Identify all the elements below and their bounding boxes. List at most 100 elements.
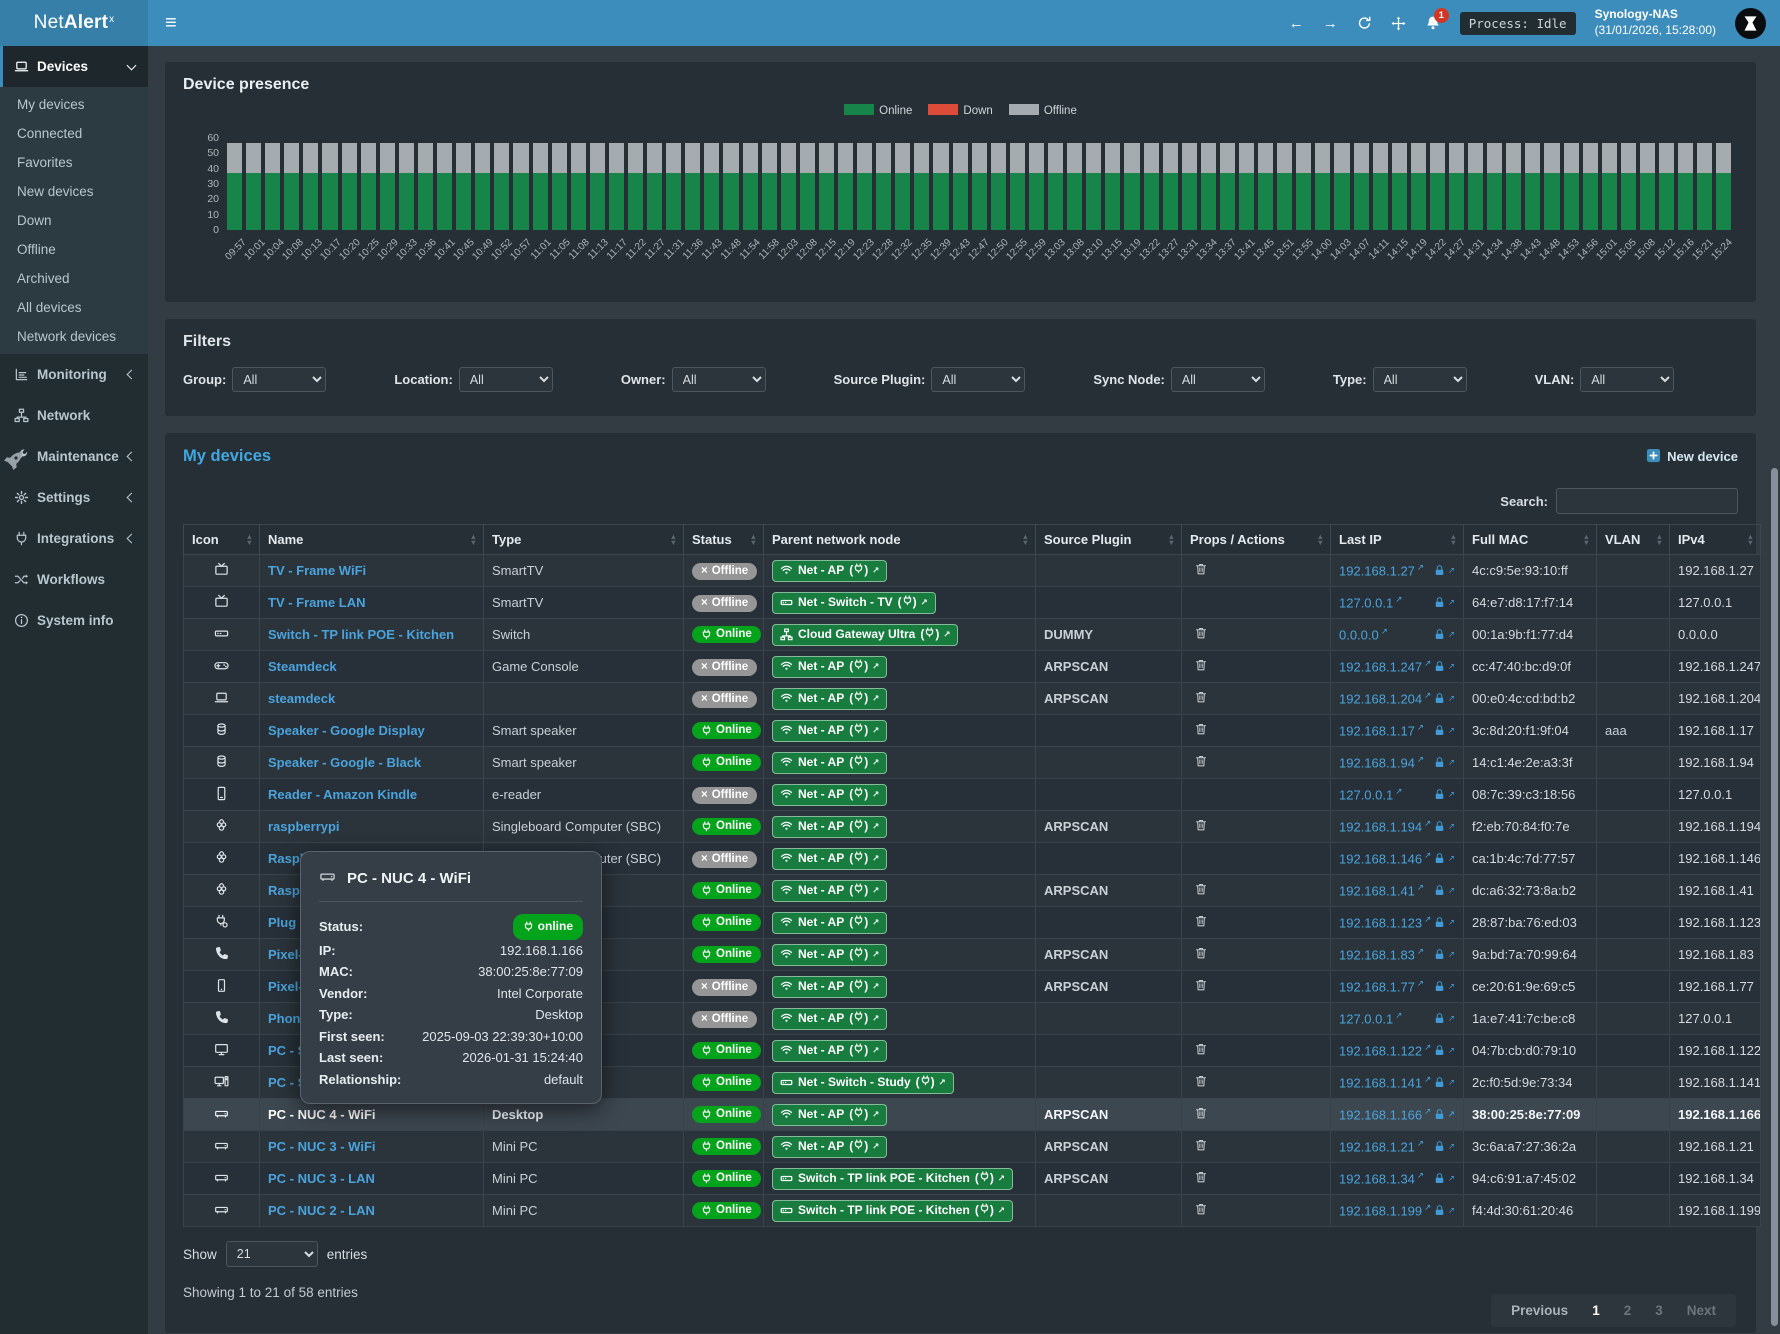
refresh-icon[interactable] (1357, 16, 1372, 31)
hamburger-icon[interactable]: ≡ (165, 11, 177, 34)
last-ip-link[interactable]: 192.168.1.94 ↗ (1339, 754, 1425, 771)
presence-bar[interactable] (570, 138, 586, 230)
entries-select[interactable]: 21 (225, 1241, 318, 1267)
last-ip-link[interactable]: 192.168.1.122 ↗ (1339, 1042, 1432, 1059)
lock-icon[interactable]: ↗ (1433, 1108, 1455, 1121)
presence-bar[interactable] (1716, 138, 1732, 230)
sidebar-item-offline[interactable]: Offline (17, 242, 56, 257)
table-row[interactable]: TV - Frame LAN SmartTV × Offline Net - Switc… (183, 586, 1761, 619)
last-ip-link[interactable]: 0.0.0.0 ↗ (1339, 626, 1388, 643)
presence-bar[interactable] (1124, 138, 1140, 230)
lock-icon[interactable]: ↗ (1433, 660, 1455, 673)
sidebar-item-down[interactable]: Down (17, 213, 52, 228)
lock-icon[interactable]: ↗ (1433, 948, 1455, 961)
presence-bar[interactable] (1258, 138, 1274, 230)
presence-bar[interactable] (322, 138, 338, 230)
presence-bar[interactable] (1697, 138, 1713, 230)
presence-bar[interactable] (723, 138, 739, 230)
table-row[interactable]: Steamdeck Game Console × Offline Net - AP() ↗… (183, 650, 1761, 683)
sidebar-item-network-devices[interactable]: Network devices (17, 329, 117, 344)
table-row[interactable]: steamdeck × Offline Net - AP() ↗ ARPSCAN 192.1… (183, 682, 1761, 715)
presence-bar[interactable] (857, 138, 873, 230)
presence-bar[interactable] (1601, 138, 1617, 230)
device-name-link[interactable]: PC - NUC 2 - LAN (268, 1203, 375, 1218)
device-name-link[interactable]: steamdeck (268, 691, 336, 706)
presence-bar[interactable] (1372, 138, 1388, 230)
lock-icon[interactable]: ↗ (1433, 724, 1455, 737)
presence-bar[interactable] (246, 138, 262, 230)
device-name-link[interactable]: Reader - Amazon Kindle (268, 787, 418, 802)
presence-bar[interactable] (876, 138, 892, 230)
presence-bar[interactable] (799, 138, 815, 230)
search-input[interactable] (1556, 488, 1738, 514)
filter-vlan-select[interactable]: All (1580, 367, 1675, 392)
presence-bar[interactable] (360, 138, 376, 230)
sidebar-item-all-devices[interactable]: All devices (17, 300, 82, 315)
presence-bar[interactable] (1296, 138, 1312, 230)
presence-bar[interactable] (704, 138, 720, 230)
presence-bar[interactable] (1659, 138, 1675, 230)
presence-bar[interactable] (551, 138, 567, 230)
move-icon[interactable] (1391, 16, 1406, 31)
lock-icon[interactable]: ↗ (1433, 1140, 1455, 1153)
presence-bar[interactable] (1143, 138, 1159, 230)
presence-bar[interactable] (1162, 138, 1178, 230)
presence-bar[interactable] (608, 138, 624, 230)
lock-icon[interactable]: ↗ (1433, 1076, 1455, 1089)
presence-bar[interactable] (1563, 138, 1579, 230)
column-header-icon[interactable]: Icon ▲ ▼ (183, 524, 260, 555)
lock-icon[interactable]: ↗ (1433, 1044, 1455, 1057)
sidebar-item-connected[interactable]: Connected (17, 126, 83, 141)
parent-node-badge[interactable]: Switch - TP link POE - Kitchen() ↗ (772, 1199, 1013, 1222)
last-ip-link[interactable]: 192.168.1.247 ↗ (1339, 658, 1432, 675)
filter-sync-node-select[interactable]: All (1170, 367, 1265, 392)
last-ip-link[interactable]: 192.168.1.166 ↗ (1339, 1106, 1432, 1123)
device-name-link[interactable]: PC - NUC 3 - WiFi (268, 1139, 376, 1154)
delete-device-icon[interactable] (1194, 978, 1208, 992)
presence-bar[interactable] (1468, 138, 1484, 230)
lock-icon[interactable]: ↗ (1433, 852, 1455, 865)
column-header-parent-network-node[interactable]: Parent network node ▲ ▼ (763, 524, 1036, 555)
table-row[interactable]: PC - NUC 3 - WiFi Mini PC Online Net - AP()… (183, 1130, 1761, 1163)
presence-bar[interactable] (647, 138, 663, 230)
presence-bar[interactable] (1238, 138, 1255, 230)
presence-bar[interactable] (303, 138, 319, 230)
column-header-props-actions[interactable]: Props / Actions ▲ ▼ (1181, 524, 1331, 555)
presence-bar[interactable] (398, 138, 414, 230)
sidebar-item-archived[interactable]: Archived (17, 271, 70, 286)
presence-bar[interactable] (1105, 138, 1121, 230)
lock-icon[interactable]: ↗ (1433, 692, 1455, 705)
column-header-vlan[interactable]: VLAN ▲ ▼ (1596, 524, 1670, 555)
presence-bar[interactable] (1009, 138, 1025, 230)
delete-device-icon[interactable] (1194, 1074, 1208, 1088)
presence-bar[interactable] (990, 138, 1006, 230)
presence-bar[interactable] (1353, 138, 1369, 230)
parent-node-badge[interactable]: Net - AP() ↗ (772, 879, 888, 902)
sidebar-item-system-info[interactable]: System info (0, 600, 148, 641)
table-row[interactable]: Switch - TP link POE - Kitchen Switch Onli… (183, 618, 1761, 651)
device-name-link[interactable]: PC - NUC 3 - LAN (268, 1171, 375, 1186)
presence-bar[interactable] (1219, 138, 1235, 230)
parent-node-badge[interactable]: Net - AP() ↗ (772, 1039, 888, 1062)
device-name-link[interactable]: Speaker - Google - Black (268, 755, 422, 770)
parent-node-badge[interactable]: Net - Switch - Study() ↗ (772, 1071, 954, 1094)
parent-node-badge[interactable]: Net - AP() ↗ (772, 751, 888, 774)
table-row[interactable]: RaspberSingleboard Computer (SBC)×Offlin… (183, 842, 1761, 875)
presence-bar[interactable] (417, 138, 434, 230)
presence-bar[interactable] (1639, 138, 1656, 230)
presence-bar[interactable] (475, 138, 491, 230)
presence-bar[interactable] (1410, 138, 1426, 230)
delete-device-icon[interactable] (1194, 914, 1208, 928)
parent-node-badge[interactable]: Net - AP() ↗ (772, 847, 888, 870)
forward-icon[interactable]: → (1322, 14, 1338, 32)
presence-bar[interactable] (1086, 138, 1102, 230)
column-header-last-ip[interactable]: Last IP ▲ ▼ (1330, 524, 1464, 555)
presence-bar[interactable] (532, 138, 548, 230)
sidebar-item-my-devices[interactable]: My devices (17, 97, 85, 112)
delete-device-icon[interactable] (1194, 1106, 1208, 1120)
presence-bar[interactable] (513, 138, 529, 230)
presence-bar[interactable] (1391, 138, 1407, 230)
filter-type-select[interactable]: All (1372, 367, 1467, 392)
column-header-name[interactable]: Name ▲ ▼ (259, 524, 484, 555)
device-name-link[interactable]: raspberrypi (268, 819, 340, 834)
